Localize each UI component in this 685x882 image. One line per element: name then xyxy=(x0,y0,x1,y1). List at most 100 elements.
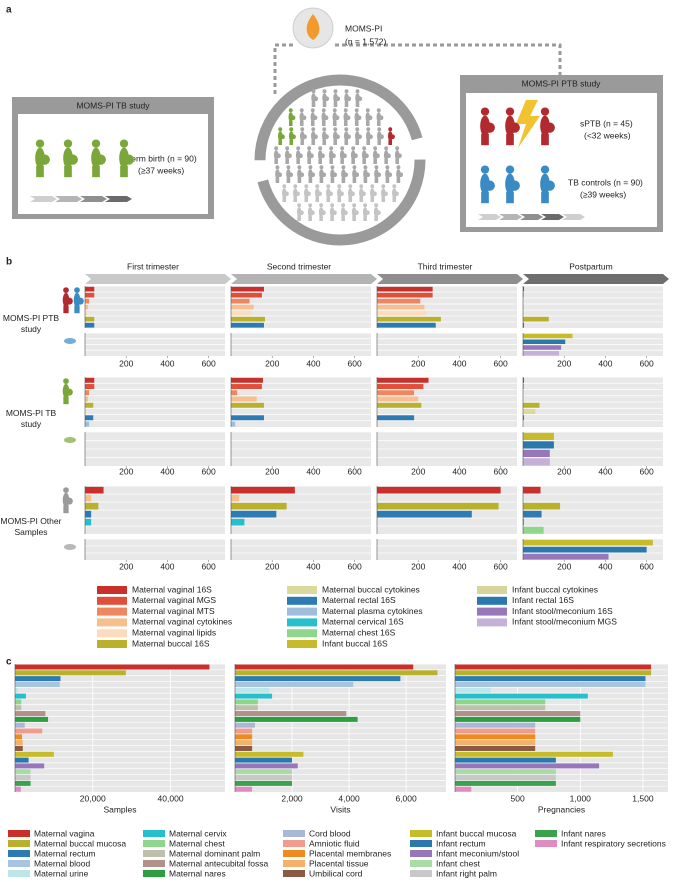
figure-legs xyxy=(395,158,399,164)
bar xyxy=(235,775,293,781)
period-arrow xyxy=(523,274,669,284)
figure-legs xyxy=(322,139,327,145)
figure-head xyxy=(355,127,360,132)
figure-belly xyxy=(394,191,399,197)
legend-label: Cord blood xyxy=(309,828,351,838)
figure-head xyxy=(297,203,302,208)
legend-swatch xyxy=(287,640,317,648)
figure-legs xyxy=(541,192,549,204)
figure-legs xyxy=(120,166,128,178)
figure-head xyxy=(354,108,359,113)
figure-legs xyxy=(63,305,69,314)
sptb-weeks: (<32 weeks) xyxy=(584,130,631,140)
figure-legs xyxy=(344,101,349,107)
x-tick-label: 600 xyxy=(640,466,654,476)
figure-belly xyxy=(320,153,325,159)
figure-head xyxy=(74,287,80,293)
figure-legs xyxy=(343,120,348,126)
x-tick-label: 600 xyxy=(348,358,362,368)
figure-belly xyxy=(65,497,73,505)
infant-icon xyxy=(64,544,76,550)
bar xyxy=(231,304,254,310)
bar xyxy=(523,553,609,560)
legend-swatch xyxy=(8,830,30,837)
figure-belly xyxy=(320,210,326,216)
bar xyxy=(377,286,433,292)
figure-head xyxy=(304,184,309,189)
figure-legs xyxy=(348,196,353,202)
figure-head xyxy=(363,165,368,170)
figure-belly xyxy=(378,115,384,121)
figure-legs xyxy=(275,177,280,183)
figure-belly xyxy=(379,134,384,140)
x-tick-label: 200 xyxy=(411,466,425,476)
figure-head xyxy=(370,184,375,189)
figure-head xyxy=(321,108,326,113)
legend-swatch xyxy=(410,850,432,857)
bar xyxy=(85,304,89,310)
panel-label: c xyxy=(6,657,12,668)
figure-legs xyxy=(293,196,298,202)
legend-swatch xyxy=(97,596,127,605)
figure-head xyxy=(91,139,101,148)
bar xyxy=(15,676,61,682)
infant-icon xyxy=(64,437,76,443)
figure-belly xyxy=(287,153,292,159)
legend-swatch xyxy=(283,850,305,857)
figure-head xyxy=(381,184,386,189)
x-tick-label: 600 xyxy=(640,561,654,571)
figure-head xyxy=(540,165,550,174)
bar xyxy=(85,390,90,396)
figure-legs xyxy=(365,120,370,126)
legend-label: Infant rectal 16S xyxy=(512,595,574,605)
figure-head xyxy=(344,127,349,132)
bar xyxy=(231,494,240,502)
timeline-chevron xyxy=(520,214,543,220)
bar xyxy=(231,286,264,292)
legend-label: Maternal vagina xyxy=(34,828,95,838)
figure-head xyxy=(374,203,379,208)
x-tick-label: 400 xyxy=(306,358,320,368)
figure-legs xyxy=(63,505,69,514)
bar xyxy=(85,510,92,518)
bar xyxy=(15,670,126,676)
bar xyxy=(15,687,19,693)
x-tick-label: 600 xyxy=(202,466,216,476)
legend-label: Maternal cervix xyxy=(169,828,227,838)
figure-belly xyxy=(301,115,307,121)
bar xyxy=(15,722,25,728)
figure-belly xyxy=(356,115,362,121)
figure-head xyxy=(480,107,490,116)
study-label: MOMS-PI Other Samples xyxy=(0,516,62,537)
legend-swatch xyxy=(410,840,432,847)
connector xyxy=(273,43,562,97)
bar xyxy=(15,763,45,769)
bar xyxy=(85,396,89,402)
bar xyxy=(455,763,600,769)
figure-head xyxy=(395,146,400,151)
figure-belly xyxy=(306,191,311,197)
x-axis-label: Pregnancies xyxy=(538,804,585,814)
bar xyxy=(15,728,43,734)
cell-background xyxy=(85,539,225,560)
bar xyxy=(523,502,561,510)
figure-belly xyxy=(364,153,369,159)
bar xyxy=(455,740,536,746)
figure-head xyxy=(352,203,357,208)
figure-head xyxy=(374,165,379,170)
bar xyxy=(455,734,536,740)
figure-head xyxy=(293,184,298,189)
figure-legs xyxy=(363,215,367,221)
bar xyxy=(231,502,287,510)
figure-belly xyxy=(346,134,351,140)
bar xyxy=(231,415,264,421)
bar xyxy=(455,716,581,722)
figure-head xyxy=(396,165,401,170)
figure-legs xyxy=(337,196,342,202)
bar xyxy=(231,518,245,526)
figure-legs xyxy=(296,158,300,164)
tb-group: Term birth (n = 90) xyxy=(127,153,197,163)
x-tick-label: 400 xyxy=(160,466,174,476)
bar xyxy=(15,780,31,786)
